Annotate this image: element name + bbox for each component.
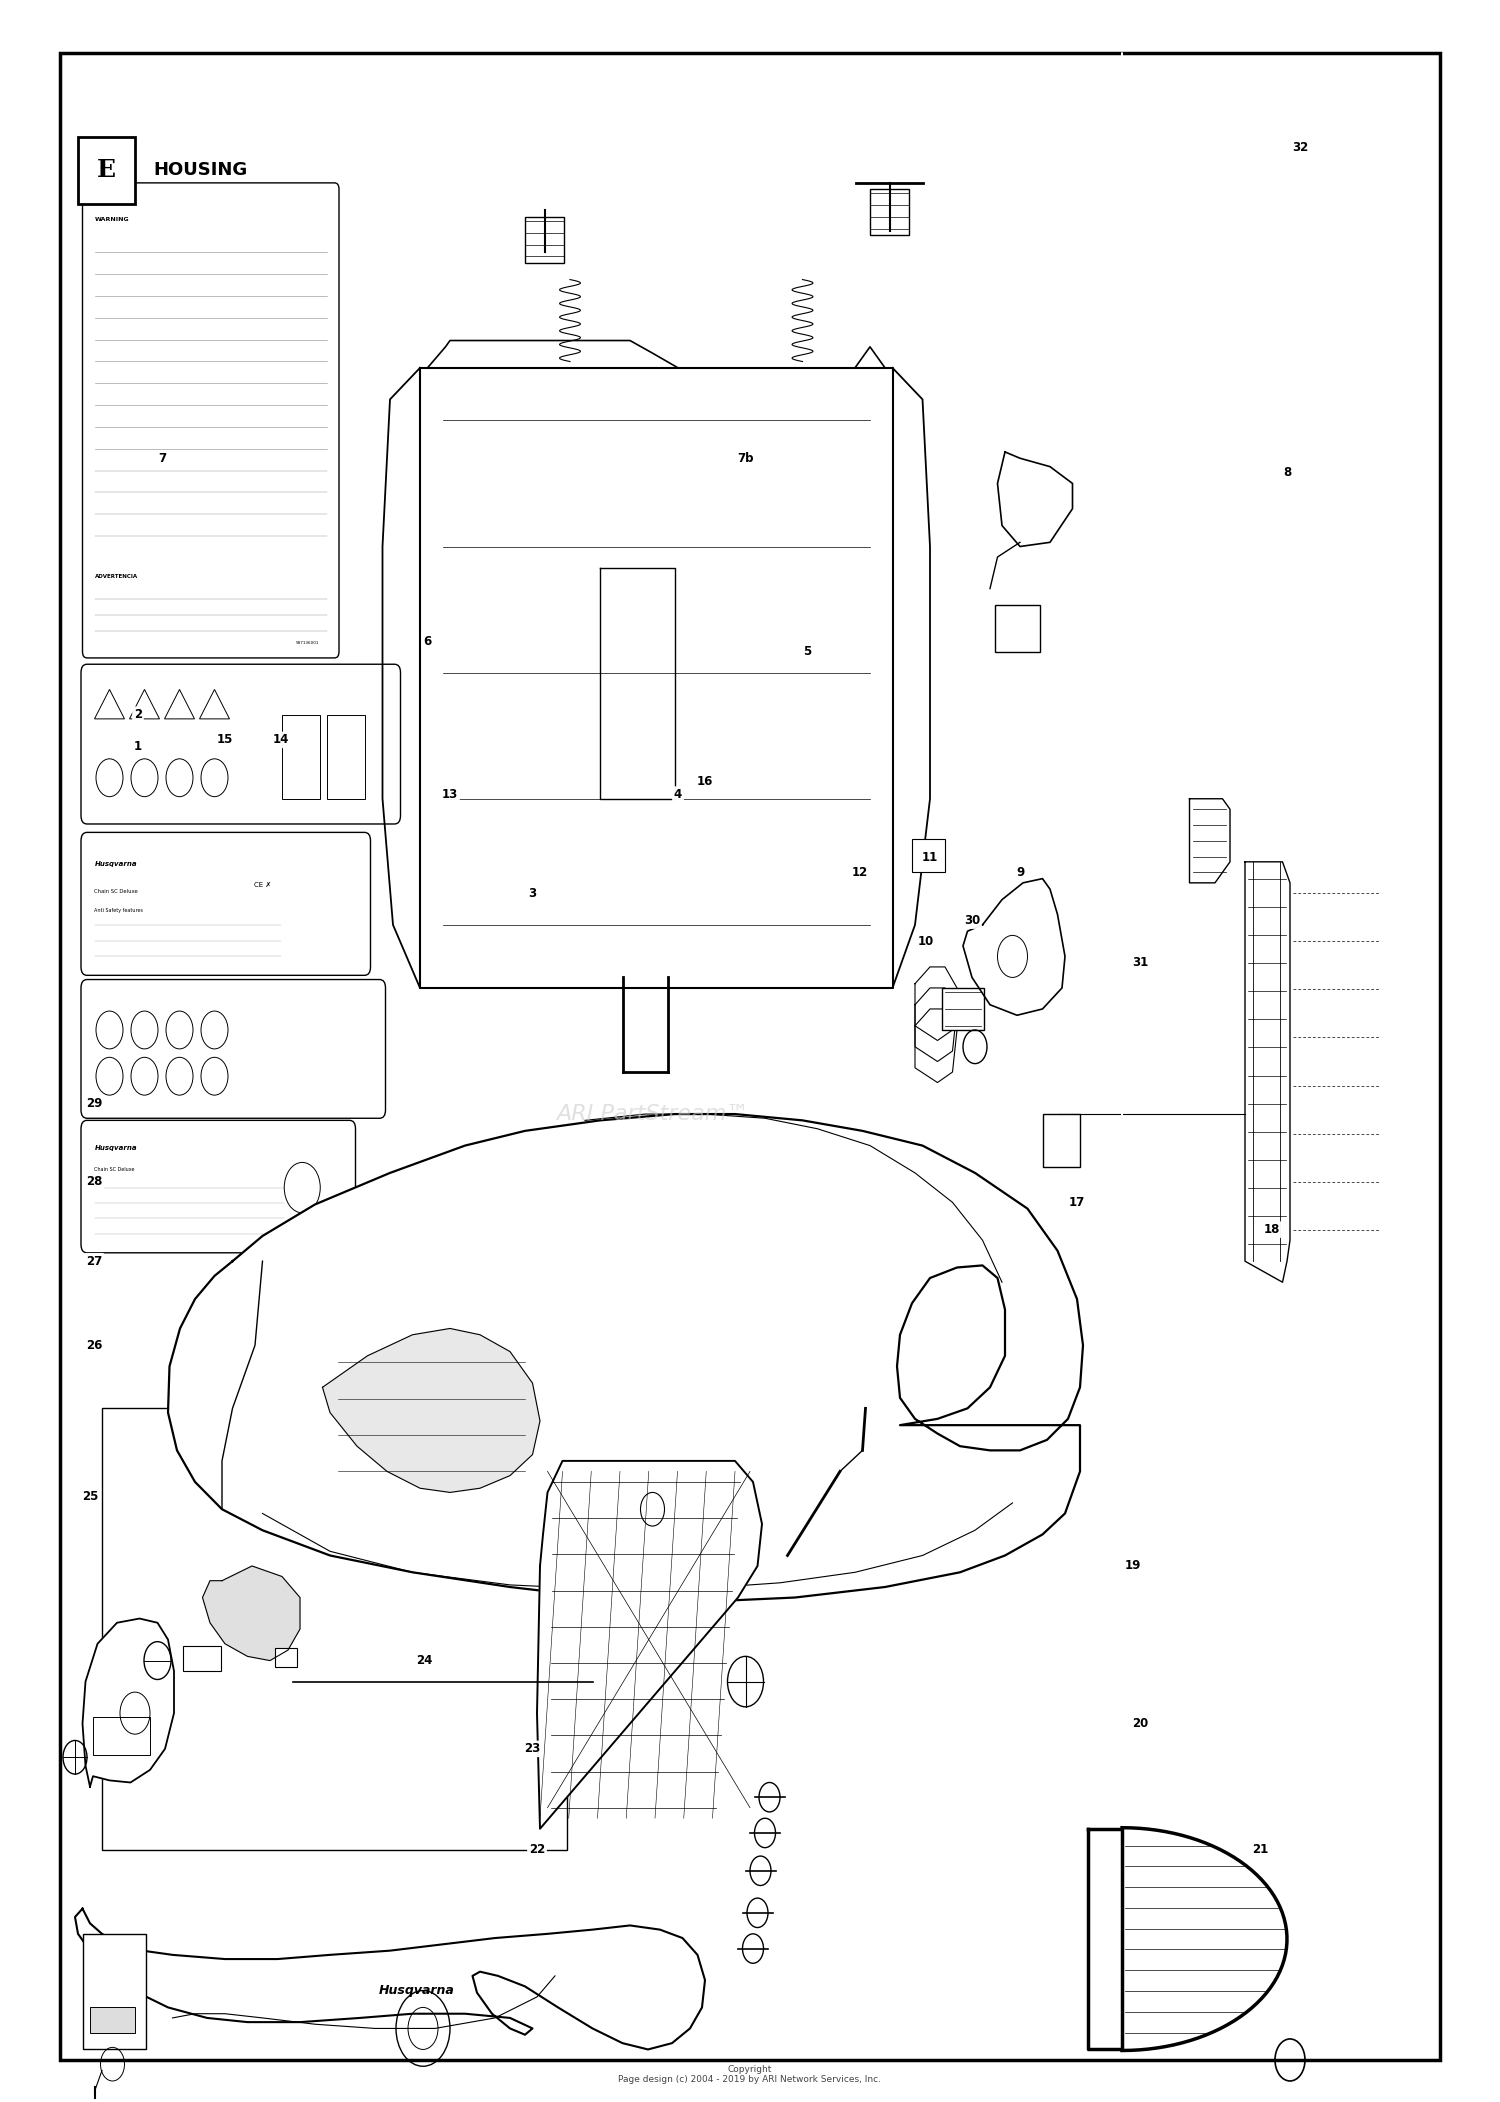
Polygon shape <box>322 1328 540 1492</box>
Bar <box>870 189 909 235</box>
FancyBboxPatch shape <box>81 980 386 1118</box>
Polygon shape <box>537 1461 762 1829</box>
Bar <box>102 1408 567 1850</box>
Text: 18: 18 <box>1264 1223 1280 1236</box>
Text: Chain SC Deluxe: Chain SC Deluxe <box>94 889 138 893</box>
FancyBboxPatch shape <box>82 183 339 658</box>
Text: 15: 15 <box>217 734 232 746</box>
Text: 28: 28 <box>87 1175 102 1188</box>
Text: 12: 12 <box>852 866 867 879</box>
Polygon shape <box>202 1566 300 1661</box>
Text: 2: 2 <box>134 708 142 721</box>
Text: ADVERTENCIA: ADVERTENCIA <box>94 574 138 578</box>
Bar <box>183 1646 220 1671</box>
Text: 10: 10 <box>918 935 933 948</box>
Polygon shape <box>915 1009 957 1083</box>
Text: 27: 27 <box>87 1255 102 1268</box>
Text: Husqvarna: Husqvarna <box>94 1146 136 1150</box>
Polygon shape <box>1088 1829 1122 2049</box>
Polygon shape <box>1190 799 1230 883</box>
Polygon shape <box>1245 862 1290 1282</box>
Text: 6: 6 <box>423 635 432 647</box>
Bar <box>82 1934 146 2049</box>
Bar <box>282 715 320 799</box>
Text: 4: 4 <box>674 788 682 801</box>
Text: 24: 24 <box>417 1654 432 1667</box>
Text: 14: 14 <box>273 734 288 746</box>
Text: 22: 22 <box>530 1843 544 1856</box>
Text: Husqvarna: Husqvarna <box>380 1984 454 1997</box>
Text: 31: 31 <box>1132 956 1148 969</box>
Polygon shape <box>420 368 892 988</box>
Text: 9: 9 <box>1016 866 1025 879</box>
Text: 587136001: 587136001 <box>296 641 320 645</box>
Text: 1: 1 <box>134 740 142 753</box>
Text: Husqvarna: Husqvarna <box>94 862 136 866</box>
FancyBboxPatch shape <box>81 664 401 824</box>
Polygon shape <box>82 1619 174 1787</box>
Text: 11: 11 <box>922 851 938 864</box>
Bar <box>942 988 984 1030</box>
FancyBboxPatch shape <box>81 1120 356 1253</box>
Bar <box>274 1648 297 1667</box>
Text: 16: 16 <box>698 776 712 788</box>
Text: 25: 25 <box>82 1490 98 1503</box>
Bar <box>78 137 135 204</box>
Polygon shape <box>963 879 1065 1015</box>
Polygon shape <box>998 452 1072 547</box>
Text: 17: 17 <box>1070 1196 1084 1209</box>
Text: 23: 23 <box>525 1743 540 1755</box>
Bar <box>90 2007 135 2033</box>
Text: 5: 5 <box>802 645 812 658</box>
Text: 7: 7 <box>158 452 166 465</box>
Text: 26: 26 <box>87 1339 102 1352</box>
Text: 32: 32 <box>1293 141 1308 153</box>
Bar <box>93 1717 150 1755</box>
Bar <box>1042 1114 1080 1167</box>
Text: 20: 20 <box>1132 1717 1148 1730</box>
Text: Copyright
Page design (c) 2004 - 2019 by ARI Network Services, Inc.: Copyright Page design (c) 2004 - 2019 by… <box>618 2064 882 2085</box>
Bar <box>327 715 364 799</box>
Polygon shape <box>168 1114 1083 1602</box>
Text: 21: 21 <box>1252 1843 1268 1856</box>
Text: HOUSING: HOUSING <box>153 162 248 179</box>
Text: 8: 8 <box>1282 467 1292 479</box>
Bar <box>525 217 564 263</box>
Polygon shape <box>915 988 957 1062</box>
Polygon shape <box>915 967 957 1040</box>
Text: 19: 19 <box>1125 1560 1140 1572</box>
Text: 13: 13 <box>442 788 458 801</box>
Text: CE ✗: CE ✗ <box>254 883 270 887</box>
Polygon shape <box>75 1909 705 2049</box>
Text: 3: 3 <box>528 887 537 900</box>
Text: ARI PartStream™: ARI PartStream™ <box>556 1104 748 1125</box>
Text: E: E <box>98 158 116 183</box>
Text: Chain SC Deluxe: Chain SC Deluxe <box>94 1167 135 1171</box>
Bar <box>912 839 945 872</box>
Polygon shape <box>1122 53 1287 2052</box>
FancyBboxPatch shape <box>81 832 370 975</box>
Bar <box>994 605 1039 652</box>
Text: 29: 29 <box>87 1097 102 1110</box>
Text: Anti Safety features: Anti Safety features <box>94 908 144 912</box>
Text: 30: 30 <box>964 914 980 927</box>
Text: 7b: 7b <box>738 452 753 465</box>
Text: WARNING: WARNING <box>94 217 129 221</box>
